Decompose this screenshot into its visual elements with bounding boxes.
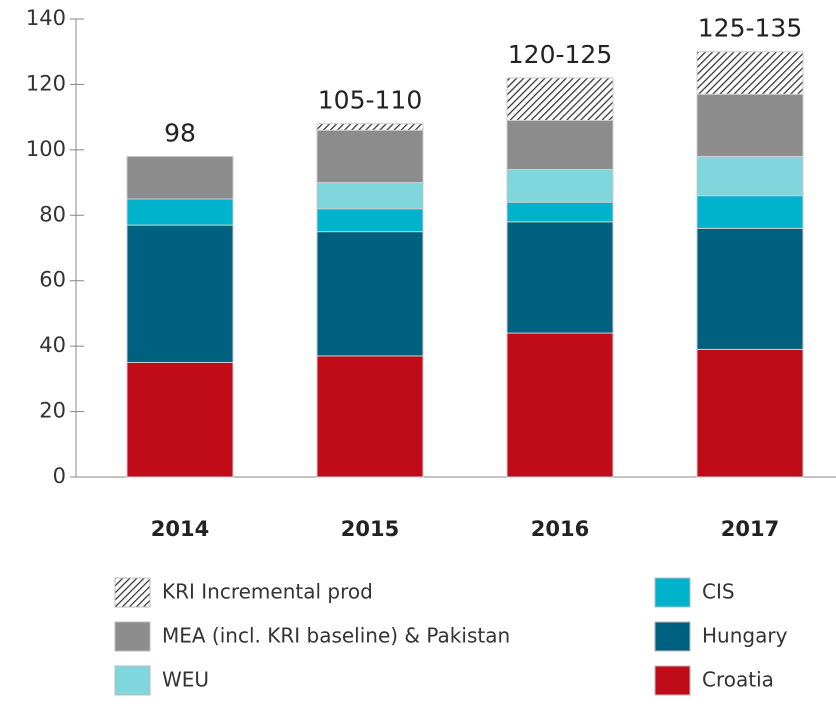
legend-label: Hungary xyxy=(702,624,788,648)
bar-segment xyxy=(506,77,614,121)
y-tick-label: 120 xyxy=(26,71,66,95)
total-label: 125-135 xyxy=(698,14,802,43)
bar-segment xyxy=(316,182,424,210)
bar-segment xyxy=(316,208,424,233)
x-tick-label: 2017 xyxy=(721,517,779,541)
legend-swatch xyxy=(114,621,151,652)
x-tick-label: 2014 xyxy=(151,517,209,541)
bar-segment xyxy=(696,195,804,229)
legend-swatch xyxy=(654,577,691,608)
bar-segment xyxy=(506,332,614,478)
bar-segment xyxy=(316,231,424,357)
bar-segment xyxy=(126,155,234,200)
bar-segment xyxy=(506,119,614,170)
bar-segment xyxy=(506,201,614,223)
bar-segment xyxy=(696,51,804,95)
y-tick-label: 60 xyxy=(39,268,66,292)
legend-label: KRI Incremental prod xyxy=(162,580,373,604)
y-tick-label: 0 xyxy=(53,464,66,488)
total-label: 105-110 xyxy=(318,86,422,115)
x-tick-label: 2016 xyxy=(531,517,589,541)
legend-label: MEA (incl. KRI baseline) & Pakistan xyxy=(162,624,510,648)
x-tick-label: 2015 xyxy=(341,517,399,541)
total-label: 98 xyxy=(164,118,196,147)
total-label: 120-125 xyxy=(508,40,612,69)
bar-segment xyxy=(316,355,424,478)
y-tick-label: 140 xyxy=(26,6,66,30)
legend-label: CIS xyxy=(702,580,735,604)
bar-segment xyxy=(696,155,804,197)
bar-segment xyxy=(316,123,424,131)
y-tick-label: 100 xyxy=(26,137,66,161)
bar-segment xyxy=(696,93,804,157)
bar-segment xyxy=(316,129,424,184)
y-tick-label: 80 xyxy=(39,202,66,226)
bar-segment xyxy=(126,198,234,226)
legend-swatch xyxy=(114,577,151,608)
legend-label: Croatia xyxy=(702,668,774,692)
bar-segment xyxy=(696,227,804,350)
bar-segment xyxy=(696,348,804,478)
legend-label: WEU xyxy=(162,668,209,692)
legend-swatch xyxy=(654,665,691,696)
bar-segment xyxy=(506,221,614,334)
legend-swatch xyxy=(114,665,151,696)
bar-segment xyxy=(506,168,614,203)
bar-segment xyxy=(126,362,234,478)
y-tick-label: 40 xyxy=(39,333,66,357)
y-tick-label: 20 xyxy=(39,399,66,423)
legend-swatch xyxy=(654,621,691,652)
bar-segment xyxy=(126,224,234,363)
